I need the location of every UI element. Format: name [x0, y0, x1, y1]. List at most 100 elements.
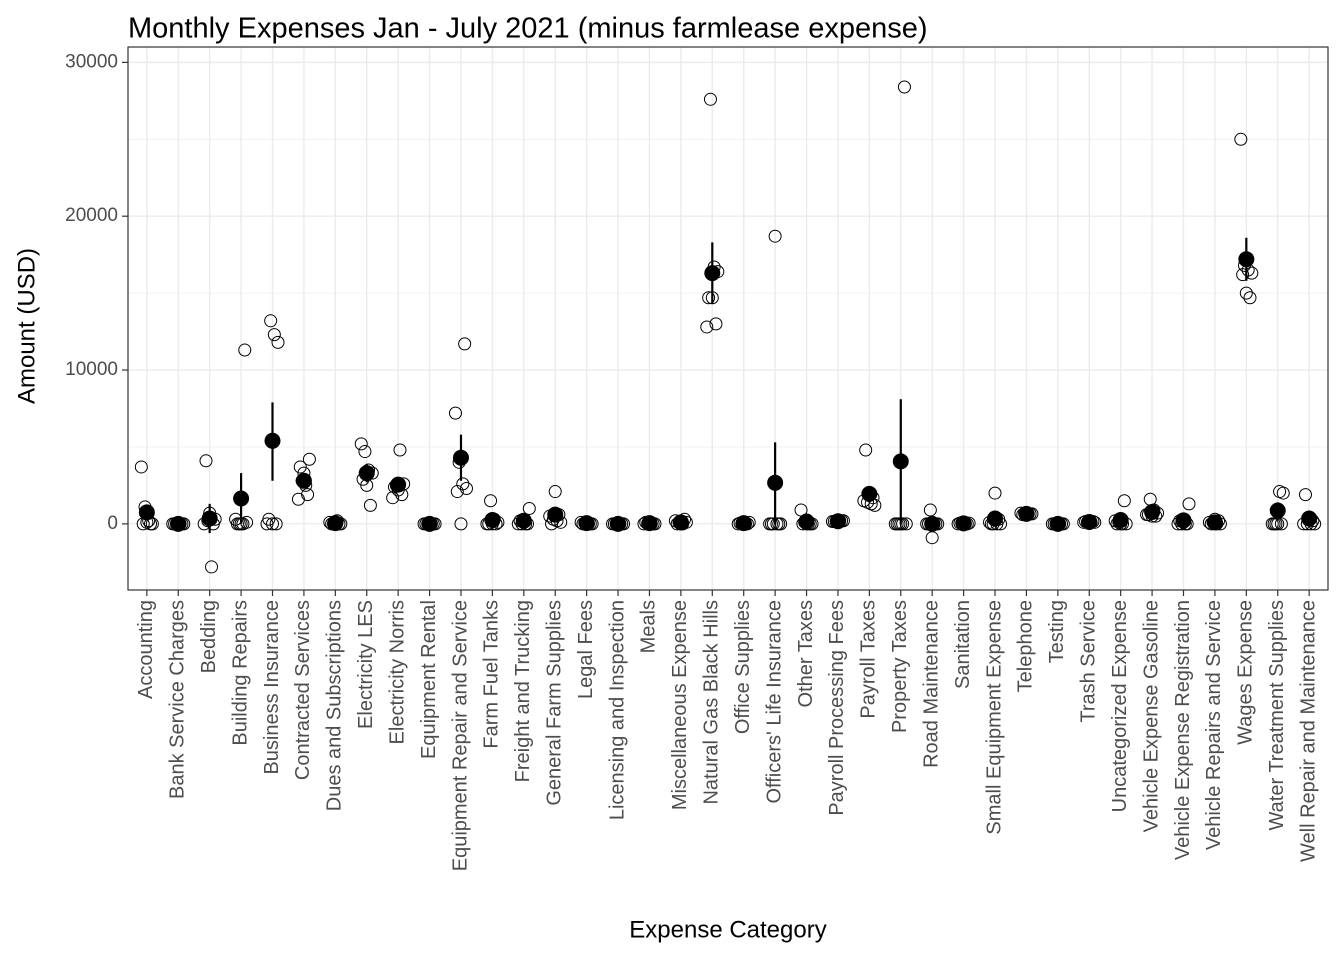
mean-point: [955, 515, 972, 532]
x-tick-label: Payroll Taxes: [858, 600, 880, 719]
observation-point: [1239, 286, 1253, 300]
x-tick-label: Legal Fees: [575, 600, 597, 699]
mean-point: [138, 504, 155, 521]
mean-point: [1301, 510, 1318, 527]
mean-point: [798, 513, 815, 530]
observation-point: [448, 406, 462, 420]
observation-point: [484, 494, 498, 508]
observation-point: [890, 517, 904, 531]
x-tick-label: Licensing and Inspection: [606, 600, 628, 820]
x-tick-label: Well Repair and Maintenance: [1297, 600, 1319, 862]
mean-point: [201, 510, 218, 527]
x-tick-label: Farm Fuel Tanks: [481, 600, 503, 749]
mean-point: [452, 449, 469, 466]
chart-title: Monthly Expenses Jan - July 2021 (minus …: [128, 13, 928, 45]
observation-point: [363, 498, 377, 512]
x-tick-label: Business Insurance: [261, 600, 283, 775]
observation-point: [1276, 486, 1290, 500]
observation-point: [1117, 494, 1131, 508]
observation-point: [199, 454, 213, 468]
observation-point: [458, 337, 472, 351]
x-tick-label: General Farm Supplies: [544, 600, 566, 806]
x-tick-label: Road Maintenance: [920, 600, 942, 768]
mean-point: [421, 515, 438, 532]
x-tick-label: Wages Expense: [1235, 600, 1257, 745]
mean-point: [233, 490, 250, 507]
observation-point: [764, 517, 778, 531]
x-tick-label: Contracted Services: [292, 600, 314, 780]
observation-point: [522, 501, 536, 515]
mean-point: [264, 432, 281, 449]
observation-point: [768, 229, 782, 243]
observation-point: [702, 291, 716, 305]
x-tick-label: Accounting: [135, 600, 157, 699]
mean-point: [1175, 512, 1192, 529]
y-tick-label: 20000: [65, 205, 118, 226]
mean-point: [641, 515, 658, 532]
mean-point: [170, 515, 187, 532]
observation-point: [450, 485, 464, 499]
mean-point: [672, 514, 689, 531]
mean-point: [924, 515, 941, 532]
x-tick-label: Vehicle Repairs and Service: [1203, 600, 1225, 850]
x-tick-label: Officers' Life Insurance: [763, 600, 785, 804]
observation-point: [770, 517, 784, 531]
mean-point: [1081, 514, 1098, 531]
x-tick-label: Vehicle Expense Registration: [1172, 600, 1194, 860]
mean-point: [1018, 505, 1035, 522]
x-tick-label: Office Supplies: [732, 600, 754, 734]
x-axis-title: Expense Category: [629, 916, 826, 943]
observation-point: [897, 80, 911, 94]
mean-point: [1144, 504, 1161, 521]
observation-point: [266, 517, 280, 531]
x-tick-label: Natural Gas Black Hills: [701, 600, 723, 805]
observation-point: [459, 481, 473, 495]
observation-point: [260, 517, 274, 531]
x-tick-label: Telephone: [1015, 600, 1037, 692]
y-tick-label: 10000: [65, 359, 118, 380]
mean-point: [1049, 515, 1066, 532]
mean-point: [1206, 514, 1223, 531]
observation-point: [988, 486, 1002, 500]
observation-point: [703, 92, 717, 106]
observation-point: [454, 517, 468, 531]
observation-point: [302, 452, 316, 466]
x-tick-label: Small Equipment Expense: [983, 600, 1005, 835]
observation-point: [271, 335, 285, 349]
x-tick-label: Building Repairs: [229, 600, 251, 746]
x-tick-label: Bank Service Charges: [167, 600, 189, 799]
observation-point: [1182, 497, 1196, 511]
x-tick-label: Other Taxes: [795, 600, 817, 707]
mean-point: [1238, 251, 1255, 268]
mean-point: [892, 453, 909, 470]
mean-point: [1269, 502, 1286, 519]
y-tick-label: 0: [107, 513, 118, 534]
mean-point: [327, 515, 344, 532]
x-tick-label: Vehicle Expense Gasoline: [1140, 600, 1162, 832]
observation-point: [700, 320, 714, 334]
x-tick-label: Electricity LES: [355, 600, 377, 729]
observation-point: [358, 445, 372, 459]
mean-point: [1112, 512, 1129, 529]
mean-point: [704, 265, 721, 282]
observation-point: [393, 443, 407, 457]
x-tick-label: Meals: [638, 600, 660, 653]
observation-point: [205, 560, 219, 574]
mean-point: [861, 485, 878, 502]
x-tick-label: Bedding: [198, 600, 220, 673]
x-tick-label: Freight and Trucking: [512, 600, 534, 782]
observation-point: [1265, 517, 1279, 531]
observation-point: [859, 443, 873, 457]
mean-point: [987, 510, 1004, 527]
observation-point: [1274, 517, 1288, 531]
observation-point: [548, 485, 562, 499]
panel-border: [127, 46, 1329, 591]
x-tick-label: Dues and Subscriptions: [324, 600, 346, 811]
observation-point: [1243, 291, 1257, 305]
observation-point: [264, 314, 278, 328]
x-tick-label: Payroll Processing Fees: [826, 600, 848, 816]
observation-point: [267, 328, 281, 342]
mean-point: [390, 476, 407, 493]
x-tick-label: Equipment Rental: [418, 600, 440, 759]
